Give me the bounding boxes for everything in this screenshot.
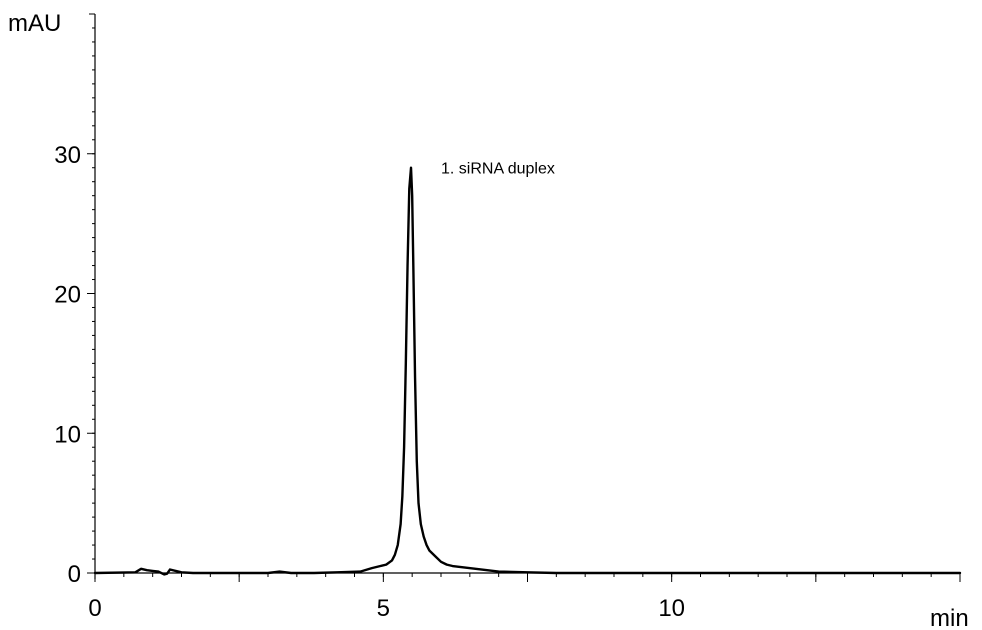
y-tick-label: 0 [68,561,81,588]
y-axis-unit-label: mAU [8,10,61,37]
x-tick-label: 0 [88,595,101,622]
x-tick-label: 5 [377,595,390,622]
y-tick-label: 30 [54,142,81,169]
peak-label: 1. siRNA duplex [441,160,555,177]
y-tick-label: 20 [54,282,81,309]
y-major-ticks [87,13,95,574]
chromatogram-trace [93,166,962,576]
x-major-ticks [94,573,961,582]
y-tick-label: 10 [54,421,81,448]
x-tick-labels: 0 5 10 [88,595,685,622]
x-tick-label: 10 [658,595,685,622]
x-axis-unit-label: min [930,605,969,630]
y-tick-labels: 0 10 20 30 [54,142,81,588]
